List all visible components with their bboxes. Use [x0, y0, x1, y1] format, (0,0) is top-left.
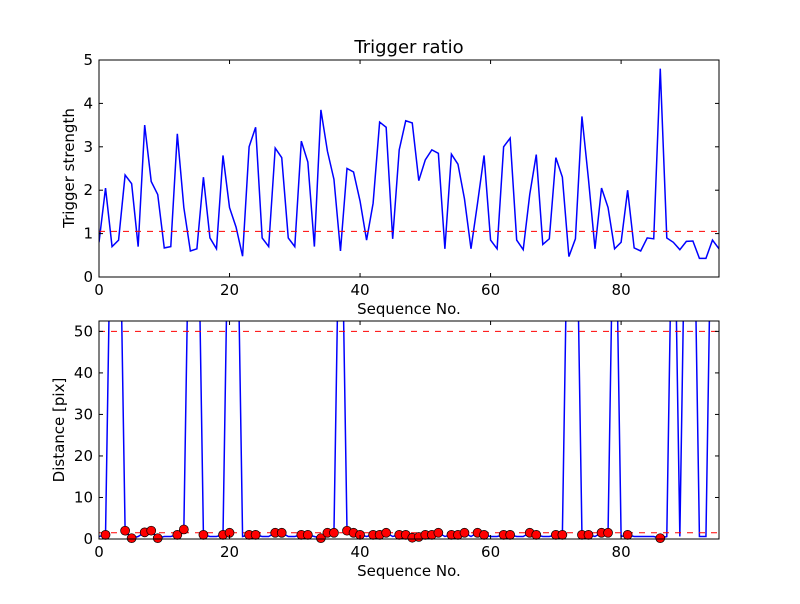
- data-point-75: [583, 529, 594, 540]
- data-point-13: [178, 524, 189, 535]
- top-plot-area: [99, 68, 719, 260]
- top-xlabel: Sequence No.: [357, 300, 461, 318]
- top-ylabel: Trigger strength: [60, 108, 78, 229]
- top-axes-frame: [98, 59, 720, 278]
- bottom-ytick-label: 0: [83, 530, 93, 548]
- top-xtick-label: 80: [612, 281, 631, 299]
- data-point-67: [531, 529, 542, 540]
- top-series-line: [99, 68, 719, 260]
- top-ytick-label: 3: [83, 138, 93, 156]
- bottom-xtick-label: 80: [612, 543, 631, 561]
- bottom-ylabel: Distance [pix]: [50, 378, 68, 483]
- top-ytick-label: 1: [83, 225, 93, 243]
- data-point-32: [302, 529, 313, 540]
- data-point-81: [622, 529, 633, 540]
- data-point-9: [152, 533, 163, 544]
- top-ytick-label: 0: [83, 268, 93, 286]
- data-point-8: [146, 525, 157, 536]
- data-point-59: [479, 529, 489, 540]
- data-point-1: [100, 529, 111, 540]
- data-point-44: [381, 527, 392, 538]
- data-point-5: [126, 533, 137, 544]
- data-point-78: [603, 527, 613, 538]
- bottom-plot-area: [99, 321, 719, 539]
- bottom-ytick-label: 30: [74, 405, 93, 423]
- top-ytick-label: 4: [83, 94, 93, 112]
- data-point-56: [459, 527, 470, 538]
- top-xtick-label: 60: [481, 281, 500, 299]
- data-point-24: [250, 529, 261, 540]
- chart-title: Trigger ratio: [353, 37, 463, 58]
- data-point-36: [329, 527, 339, 538]
- data-point-52: [433, 527, 444, 538]
- data-point-4: [120, 525, 130, 536]
- bottom-ytick-label: 20: [74, 447, 93, 465]
- top-ytick-label: 5: [83, 51, 93, 69]
- bottom-series-line: [99, 321, 711, 539]
- bottom-ytick-label: 50: [74, 322, 93, 340]
- bottom-axes-frame: [98, 320, 720, 540]
- data-point-63: [505, 529, 516, 540]
- bottom-ytick-label: 40: [74, 364, 93, 382]
- data-point-71: [557, 529, 568, 540]
- top-xtick-label: 40: [351, 281, 370, 299]
- bottom-xlabel: Sequence No.: [357, 562, 461, 580]
- bottom-xtick-label: 60: [481, 543, 500, 561]
- top-ytick-label: 2: [83, 181, 93, 199]
- bottom-xtick-label: 20: [220, 543, 239, 561]
- top-xtick-label: 20: [220, 281, 239, 299]
- bottom-xtick-label: 40: [351, 543, 370, 561]
- top-xtick-label: 0: [94, 281, 104, 299]
- bottom-ytick-label: 10: [74, 488, 93, 506]
- data-point-28: [276, 527, 287, 538]
- data-point-86: [655, 533, 666, 544]
- bottom-xtick-label: 0: [94, 543, 104, 561]
- data-point-34: [316, 533, 326, 544]
- data-point-16: [198, 529, 209, 540]
